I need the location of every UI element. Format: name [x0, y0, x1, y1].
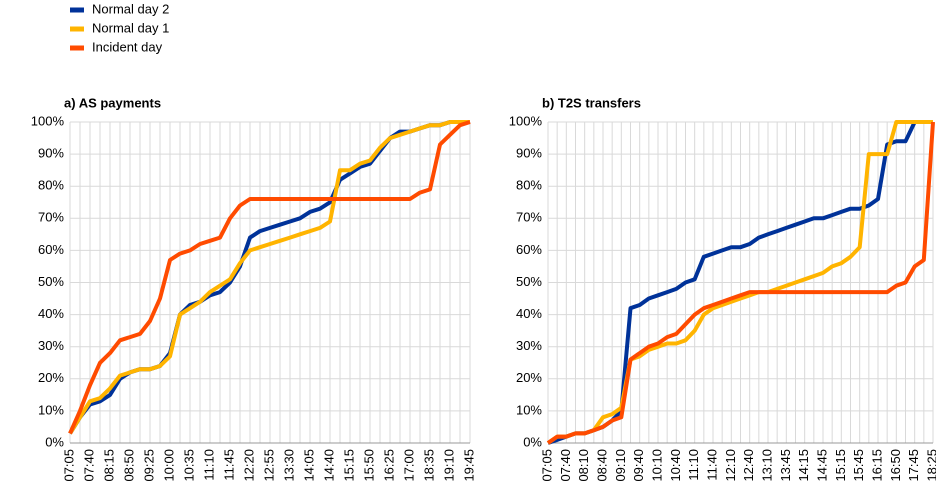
x-tick-label: 10:00 — [161, 449, 176, 482]
x-tick-label: 09:10 — [613, 449, 628, 482]
x-tick-label: 13:10 — [759, 449, 774, 482]
x-tick-label: 10:10 — [649, 449, 664, 482]
y-tick-label: 90% — [38, 146, 64, 161]
x-tick-label: 16:15 — [869, 449, 884, 482]
series-line — [68, 120, 471, 435]
x-tick-label: 16:25 — [381, 449, 396, 482]
x-tick-label: 19:10 — [441, 449, 456, 482]
x-tick-label: 14:15 — [796, 449, 811, 482]
x-tick-label: 07:05 — [61, 449, 76, 482]
x-tick-label: 12:55 — [261, 449, 276, 482]
x-tick-label: 07:05 — [539, 449, 554, 482]
x-tick-label: 13:30 — [281, 449, 296, 482]
x-tick-label: 08:40 — [594, 449, 609, 482]
x-tick-label: 19:45 — [461, 449, 476, 482]
x-tick-label: 11:40 — [704, 449, 719, 481]
x-tick-label: 15:15 — [833, 449, 848, 482]
y-tick-label: 30% — [516, 338, 542, 353]
y-tick-label: 0% — [45, 434, 64, 449]
x-tick-label: 15:15 — [341, 449, 356, 482]
x-tick-label: 11:10 — [686, 449, 701, 481]
legend-swatch — [70, 45, 84, 51]
y-tick-label: 20% — [516, 370, 542, 385]
y-tick-label: 30% — [38, 338, 64, 353]
x-tick-label: 08:10 — [576, 449, 591, 482]
x-tick-label: 14:05 — [301, 449, 316, 482]
y-tick-label: 70% — [516, 210, 542, 225]
x-tick-label: 09:40 — [631, 449, 646, 482]
legend-label: Normal day 2 — [92, 1, 169, 16]
chart-title: a) AS payments — [64, 95, 161, 110]
y-tick-label: 80% — [38, 178, 64, 193]
x-tick-label: 11:45 — [221, 449, 236, 481]
x-tick-label: 14:40 — [321, 449, 336, 482]
y-tick-label: 10% — [516, 402, 542, 417]
legend-label: Normal day 1 — [92, 20, 169, 35]
series-line — [546, 120, 933, 445]
x-tick-label: 08:15 — [101, 449, 116, 482]
x-tick-label: 12:20 — [241, 449, 256, 482]
y-tick-label: 50% — [516, 274, 542, 289]
legend-label: Incident day — [92, 39, 163, 54]
y-tick-label: 40% — [38, 306, 64, 321]
chart-title: b) T2S transfers — [542, 95, 641, 110]
x-tick-label: 17:00 — [401, 449, 416, 482]
y-tick-label: 70% — [38, 210, 64, 225]
y-tick-label: 40% — [516, 306, 542, 321]
x-tick-label: 12:10 — [723, 449, 738, 482]
y-tick-label: 80% — [516, 178, 542, 193]
x-tick-label: 08:50 — [121, 449, 136, 482]
x-tick-label: 18:35 — [421, 449, 436, 482]
y-tick-label: 100% — [509, 113, 543, 128]
x-tick-label: 11:10 — [201, 449, 216, 481]
x-tick-label: 10:35 — [181, 449, 196, 482]
y-tick-label: 60% — [516, 242, 542, 257]
y-tick-label: 100% — [31, 113, 65, 128]
x-tick-label: 13:45 — [778, 449, 793, 482]
legend-swatch — [70, 26, 84, 32]
series-line — [68, 120, 470, 435]
y-tick-label: 20% — [38, 370, 64, 385]
y-tick-label: 60% — [38, 242, 64, 257]
y-tick-label: 90% — [516, 146, 542, 161]
x-tick-label: 09:25 — [141, 449, 156, 482]
x-tick-label: 15:50 — [361, 449, 376, 482]
x-tick-label: 12:40 — [741, 449, 756, 482]
x-tick-label: 15:45 — [851, 449, 866, 482]
x-tick-label: 18:25 — [924, 449, 936, 482]
y-tick-label: 0% — [523, 434, 542, 449]
x-tick-label: 07:40 — [81, 449, 96, 482]
legend-swatch — [70, 7, 84, 13]
y-tick-label: 10% — [38, 402, 64, 417]
x-tick-label: 14:45 — [814, 449, 829, 482]
x-tick-label: 17:45 — [906, 449, 921, 482]
x-tick-label: 07:40 — [558, 449, 573, 482]
x-tick-label: 16:50 — [888, 449, 903, 482]
y-tick-label: 50% — [38, 274, 64, 289]
x-tick-label: 10:40 — [668, 449, 683, 482]
series-line — [546, 121, 935, 445]
